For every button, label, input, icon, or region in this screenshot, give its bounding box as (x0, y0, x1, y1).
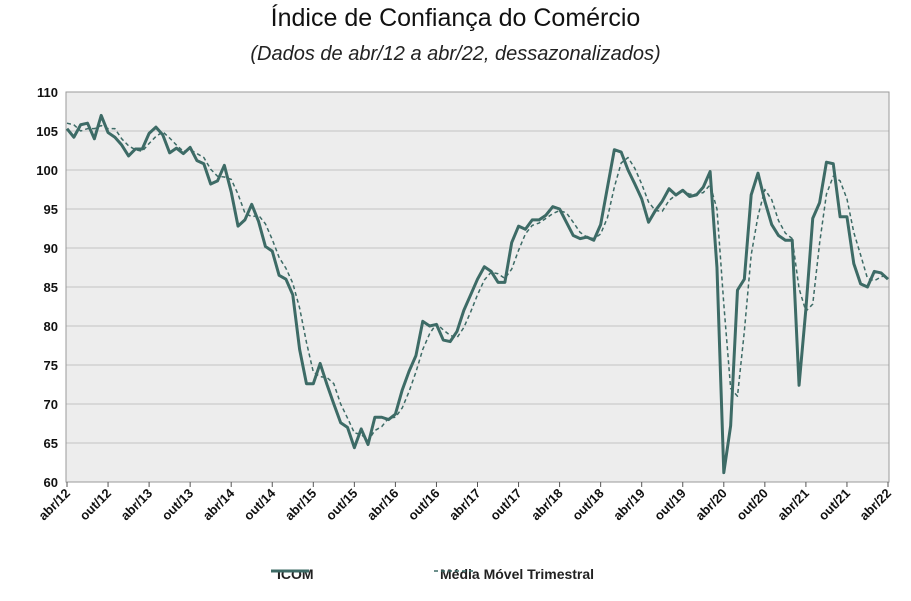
x-tick-label: out/19 (651, 486, 689, 524)
chart-title: Índice de Confiança do Comércio (270, 4, 641, 32)
legend-item-mm3: Média Móvel Trimestral (434, 566, 594, 582)
y-tick-label: 60 (44, 475, 58, 490)
icom-line (65, 113, 890, 475)
x-tick-label: out/16 (405, 486, 443, 524)
x-tick-label: abr/19 (610, 486, 648, 524)
legend-label-mm3: Média Móvel Trimestral (440, 566, 595, 582)
x-tick-label: abr/13 (118, 486, 156, 524)
y-tick-label: 100 (36, 163, 58, 178)
legend-swatch-dashed (434, 570, 474, 572)
x-tick-label: out/13 (159, 486, 197, 524)
mm3-line (66, 122, 889, 442)
y-tick-label: 95 (44, 202, 58, 217)
x-tick-label: out/14 (241, 485, 279, 523)
x-tick-label: abr/15 (282, 486, 320, 524)
chart-subtitle: (Dados de abr/12 a abr/22, dessazonaliza… (250, 43, 661, 65)
x-tick-label: abr/18 (528, 486, 566, 524)
x-tick-label: abr/17 (446, 486, 484, 524)
y-tick-label: 75 (44, 358, 58, 373)
x-tick-label: out/17 (487, 486, 525, 524)
x-tick-label: abr/14 (200, 485, 238, 523)
y-tick-label: 65 (44, 436, 58, 451)
x-tick-label: abr/20 (692, 486, 730, 524)
y-tick-label: 80 (44, 319, 58, 334)
x-tick-label: out/18 (569, 486, 607, 524)
x-tick-label: abr/21 (774, 486, 812, 524)
x-tick-label: out/12 (76, 486, 114, 524)
y-tick-label: 110 (37, 85, 58, 100)
x-tick-label: abr/12 (35, 486, 73, 524)
y-tick-label: 90 (44, 241, 58, 256)
x-tick-label: out/15 (323, 486, 361, 524)
legend-item-icom: ICOM (271, 566, 314, 582)
y-tick-label: 70 (44, 397, 58, 412)
y-tick-label: 85 (44, 280, 58, 295)
x-tick-label: abr/22 (856, 486, 894, 524)
legend: ICOM Média Móvel Trimestral (0, 566, 911, 590)
x-tick-label: out/21 (815, 486, 853, 524)
legend-swatch-solid (271, 569, 309, 573)
y-tick-label: 105 (36, 124, 58, 139)
x-tick-label: abr/16 (364, 486, 402, 524)
x-tick-label: out/20 (733, 486, 771, 524)
